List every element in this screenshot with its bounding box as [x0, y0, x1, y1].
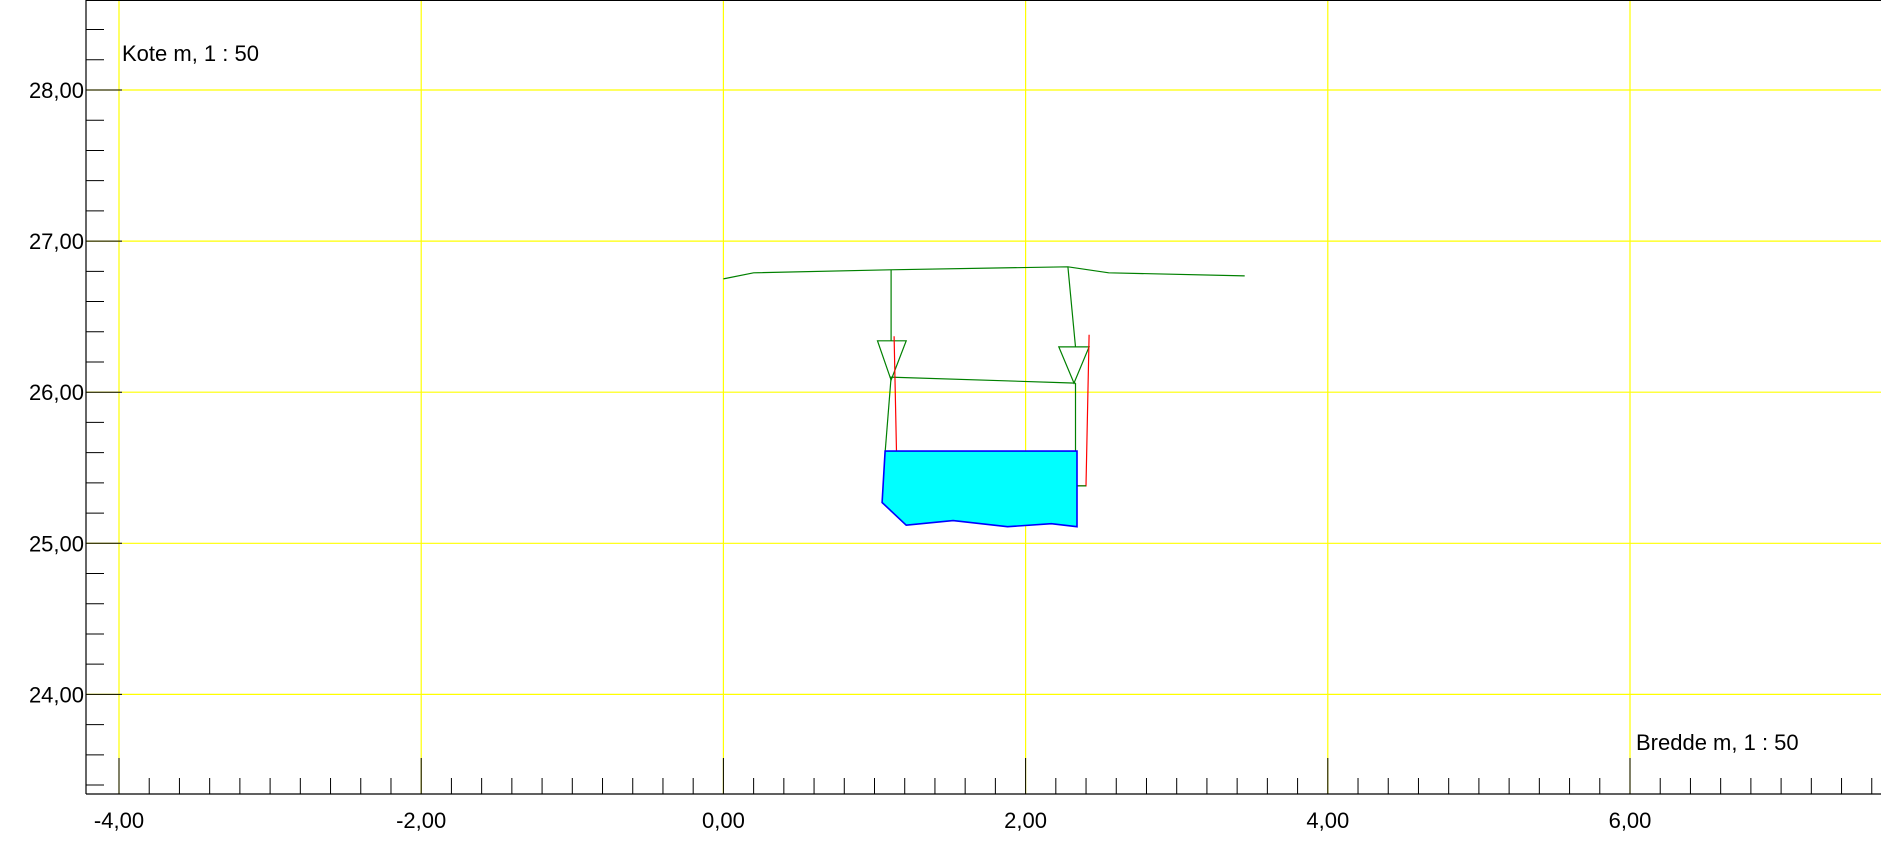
y-tick-label: 24,00: [29, 682, 84, 707]
series: [723, 266, 1245, 528]
y-tick-label: 27,00: [29, 229, 84, 254]
x-tick-label: -4,00: [94, 808, 144, 833]
terrain-line-0: [723, 266, 1245, 280]
x-tick-label: 0,00: [702, 808, 745, 833]
ticks: -4,00 -2,00 0,00 2,00 4,00 6,00 28,00 27,00 26,0…: [29, 29, 1873, 833]
y-tick-label: 25,00: [29, 531, 84, 556]
terrain-line-4: [884, 377, 892, 453]
y-tick-label: 28,00: [29, 78, 84, 103]
terrain-marker-7: [1057, 346, 1091, 385]
water-area: [881, 450, 1078, 528]
y-axis-title: Kote m, 1 : 50: [122, 41, 259, 66]
grid: [86, 0, 1881, 794]
x-axis-title: Bredde m, 1 : 50: [1636, 730, 1799, 755]
terrain-line-3: [889, 376, 1076, 384]
x-tick-label: 6,00: [1609, 808, 1652, 833]
x-tick-label: 2,00: [1004, 808, 1047, 833]
x-tick-label: 4,00: [1306, 808, 1349, 833]
axes: [85, 0, 1881, 795]
x-tick-label: -2,00: [396, 808, 446, 833]
terrain-marker-6: [876, 340, 908, 382]
terrain-line-2: [1067, 266, 1077, 347]
y-tick-label: 26,00: [29, 380, 84, 405]
